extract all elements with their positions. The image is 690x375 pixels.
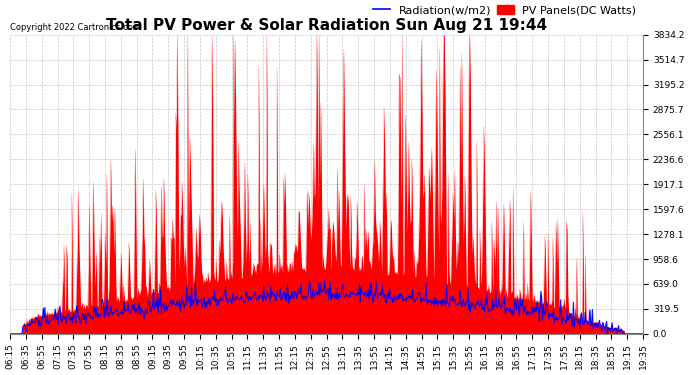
Legend: Radiation(w/m2), PV Panels(DC Watts): Radiation(w/m2), PV Panels(DC Watts) <box>372 4 638 16</box>
Title: Total PV Power & Solar Radiation Sun Aug 21 19:44: Total PV Power & Solar Radiation Sun Aug… <box>106 18 547 33</box>
Text: Copyright 2022 Cartronics.com: Copyright 2022 Cartronics.com <box>10 22 141 32</box>
